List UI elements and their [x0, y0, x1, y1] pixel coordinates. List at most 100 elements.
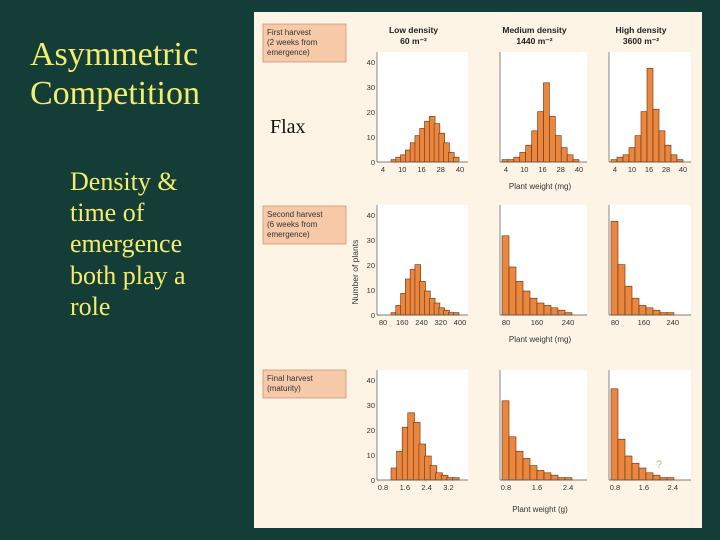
x-axis-label: Plant weight (mg)	[509, 335, 572, 344]
row-label-text: emergence)	[267, 230, 310, 239]
histogram-bar	[631, 462, 640, 481]
histogram-bar	[610, 159, 618, 163]
histogram-bar	[628, 147, 636, 163]
column-header-name: High density	[615, 25, 666, 35]
slide-body-line: Density &	[70, 167, 178, 196]
x-tick-label: 16	[538, 165, 546, 174]
page-mark: ?	[656, 459, 662, 471]
histogram-bar	[566, 154, 574, 163]
x-tick-label: 0.8	[378, 483, 388, 492]
x-tick-label: 240	[415, 318, 428, 327]
row-label-text: emergence)	[267, 48, 310, 57]
row-label-box	[262, 205, 347, 245]
histogram-bar	[537, 111, 544, 163]
x-tick-label: 40	[456, 165, 464, 174]
x-tick-label: 28	[662, 165, 670, 174]
histogram-bar	[624, 455, 633, 481]
histogram-bar	[536, 470, 545, 481]
x-tick-label: 160	[638, 318, 651, 327]
x-tick-label: 0.8	[501, 483, 511, 492]
y-tick-label: 0	[371, 311, 375, 320]
histogram-bar	[501, 235, 510, 316]
histogram-bar	[452, 156, 460, 163]
row-label-text: (maturity)	[267, 384, 301, 393]
row-label-text: Second harvest	[267, 210, 323, 219]
histogram-bar	[522, 458, 531, 481]
histogram-bar	[543, 472, 552, 481]
x-tick-label: 4	[504, 165, 508, 174]
histogram-bar	[550, 307, 559, 316]
x-tick-label: 28	[437, 165, 445, 174]
histogram-bar	[515, 450, 524, 481]
histogram-bar	[659, 312, 668, 316]
slide-body-line: role	[70, 291, 111, 321]
histogram-bar	[658, 130, 666, 163]
histogram-bar	[610, 388, 619, 481]
histogram-bar	[640, 111, 648, 163]
y-tick-label: 20	[367, 108, 375, 117]
histogram-bar	[529, 465, 538, 481]
x-tick-label: 10	[520, 165, 528, 174]
histogram-bar	[549, 116, 556, 163]
histogram-bar	[543, 82, 550, 163]
y-tick-label: 10	[367, 133, 375, 142]
histogram-bar	[652, 474, 661, 481]
histogram-bar	[550, 474, 559, 481]
y-tick-label: 30	[367, 401, 375, 410]
histogram-bar	[557, 477, 566, 481]
x-tick-label: 240	[562, 318, 575, 327]
histogram-bar	[638, 305, 647, 316]
y-axis-label: Number of plants	[350, 240, 360, 305]
histogram-bar	[557, 309, 566, 316]
slide-body-line: emergence	[70, 229, 183, 259]
x-tick-label: 0.8	[610, 483, 620, 492]
histogram-bar	[616, 156, 624, 163]
y-tick-label: 10	[367, 286, 375, 295]
histogram-bar	[543, 305, 552, 316]
x-tick-label: 240	[667, 318, 680, 327]
histogram-bar	[555, 135, 562, 163]
row-label-box	[262, 369, 347, 399]
histogram-bar	[519, 152, 526, 163]
histogram-bar	[452, 312, 460, 316]
y-tick-label: 30	[367, 236, 375, 245]
histogram-bar	[645, 307, 654, 316]
y-tick-label: 10	[367, 451, 375, 460]
x-tick-label: 28	[557, 165, 565, 174]
histogram-bar	[646, 68, 654, 163]
histogram-bar	[659, 477, 668, 481]
histogram-bar	[617, 264, 626, 316]
histogram-bar	[670, 154, 678, 163]
histogram-bar	[666, 312, 675, 316]
x-tick-label: 1.6	[639, 483, 649, 492]
column-header-name: Low density	[389, 25, 438, 35]
histogram-bar	[522, 290, 531, 316]
y-tick-label: 30	[367, 83, 375, 92]
x-tick-label: 1.6	[400, 483, 410, 492]
x-tick-label: 400	[454, 318, 467, 327]
slide-body-line: time of	[70, 198, 145, 228]
x-tick-label: 10	[398, 165, 406, 174]
histogram-bar	[666, 477, 675, 481]
x-tick-label: 10	[628, 165, 636, 174]
y-tick-label: 20	[367, 426, 375, 435]
slide-title-line: Asymmetric	[30, 36, 199, 73]
x-axis-label: Plant weight (g)	[512, 505, 568, 514]
histogram-bar	[536, 302, 545, 316]
histogram-bar	[452, 477, 460, 481]
x-tick-label: 320	[434, 318, 447, 327]
histogram-bar	[501, 159, 509, 163]
column-header-density: 3600 m⁻²	[623, 36, 659, 46]
histogram-bar	[622, 154, 630, 163]
row-label-box	[262, 23, 347, 63]
y-tick-label: 20	[367, 261, 375, 270]
x-tick-label: 16	[417, 165, 425, 174]
histogram-bar	[631, 297, 640, 316]
histogram-bar	[652, 108, 660, 163]
x-tick-label: 160	[531, 318, 544, 327]
histogram-bar	[638, 467, 647, 481]
x-tick-label: 1.6	[532, 483, 542, 492]
histogram-bar	[676, 159, 684, 163]
row-label-text: First harvest	[267, 28, 312, 37]
